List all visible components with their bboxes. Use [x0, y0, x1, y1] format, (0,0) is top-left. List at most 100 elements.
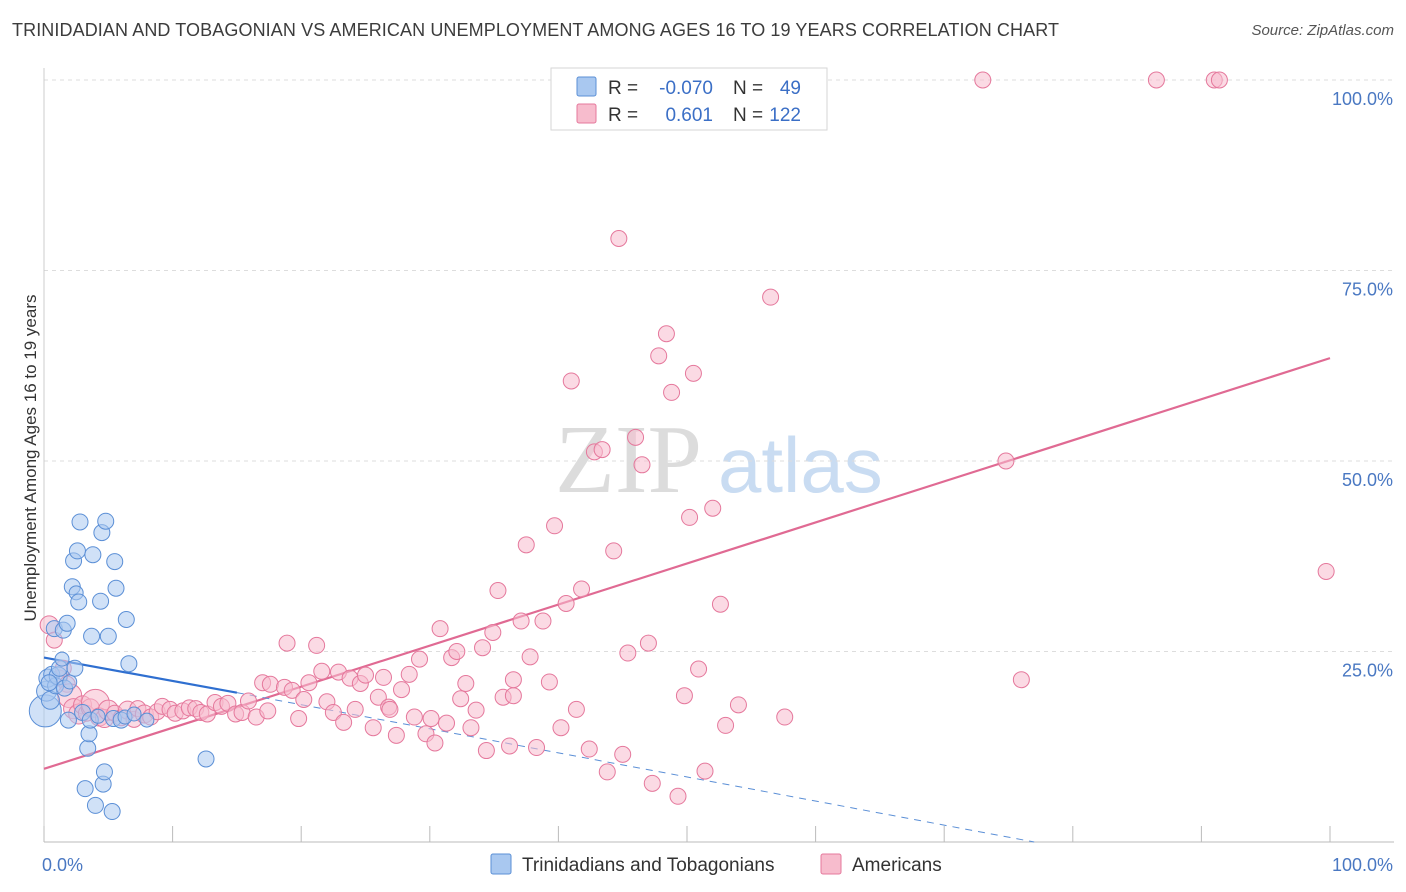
y-tick-label: 100.0%	[1332, 89, 1393, 109]
trend-line-american	[43, 357, 1331, 770]
point-american	[681, 508, 699, 526]
series-legend-label-trinidadian: Trinidadians and Tobagonians	[522, 855, 774, 876]
point-american	[474, 639, 492, 657]
point-trinidadian	[97, 512, 115, 530]
point-american	[704, 499, 722, 517]
point-american	[974, 71, 992, 89]
point-american	[650, 347, 668, 365]
point-american	[690, 660, 708, 678]
point-american	[517, 536, 535, 554]
point-trinidadian	[106, 553, 124, 571]
gridlines	[44, 79, 1394, 652]
x-tick-label: 100.0%	[1332, 855, 1393, 875]
data-points	[28, 71, 1335, 821]
point-american	[1317, 562, 1335, 580]
point-trinidadian	[71, 513, 89, 531]
point-american	[593, 441, 611, 459]
point-american	[562, 372, 580, 390]
point-american	[426, 734, 444, 752]
legend-n-label-2: N =	[733, 105, 763, 126]
series-legend-swatch-american	[820, 853, 842, 875]
legend-swatch-american	[576, 103, 597, 124]
point-american	[504, 671, 522, 689]
point-american	[405, 708, 423, 726]
point-american	[431, 620, 449, 638]
point-american	[729, 696, 747, 714]
point-american	[711, 595, 729, 613]
point-american	[308, 636, 326, 654]
point-american	[675, 687, 693, 705]
point-american	[657, 325, 675, 343]
legend-r-value-1: -0.070	[659, 78, 713, 99]
legend-n-label-1: N =	[733, 78, 763, 99]
point-trinidadian	[76, 780, 94, 798]
point-american	[364, 719, 382, 737]
point-american	[643, 774, 661, 792]
y-tick-label: 75.0%	[1342, 280, 1393, 300]
point-trinidadian	[107, 579, 125, 597]
point-american	[467, 701, 485, 719]
point-american	[457, 675, 475, 693]
point-american	[375, 668, 393, 686]
y-axis-title: Unemployment Among Ages 16 to 19 years	[21, 295, 40, 622]
point-american	[1210, 71, 1228, 89]
point-american	[452, 690, 470, 708]
x-tick-label: 0.0%	[42, 855, 83, 875]
point-trinidadian	[86, 796, 104, 814]
point-american	[261, 675, 279, 693]
point-american	[619, 644, 637, 662]
point-american	[438, 714, 456, 732]
watermark-zip: ZIP	[555, 406, 702, 514]
legend-n-value-1: 49	[780, 78, 801, 99]
series-legend-label-american: Americans	[852, 855, 942, 876]
point-trinidadian	[126, 706, 142, 722]
point-trinidadian	[68, 542, 86, 560]
point-american	[387, 726, 405, 744]
point-american	[669, 787, 687, 805]
y-tick-label: 25.0%	[1342, 661, 1393, 681]
point-american	[512, 612, 530, 630]
point-american	[997, 452, 1015, 470]
point-trinidadian	[120, 655, 138, 673]
point-american	[400, 665, 418, 683]
point-american	[528, 739, 546, 757]
point-american	[448, 643, 466, 660]
watermark-atlas: atlas	[718, 421, 883, 509]
legend-r-label-2: R =	[608, 105, 638, 126]
point-american	[776, 708, 794, 726]
point-trinidadian	[117, 610, 135, 628]
point-american	[484, 623, 502, 641]
point-american	[357, 666, 374, 684]
point-trinidadian	[62, 674, 78, 690]
point-trinidadian	[84, 546, 102, 564]
point-american	[393, 681, 411, 699]
point-american	[717, 716, 735, 734]
trend-line-trinidadian-extension	[236, 692, 1035, 843]
point-american	[663, 383, 681, 401]
point-american	[278, 634, 296, 652]
point-american	[504, 687, 522, 705]
point-american	[1147, 71, 1165, 89]
point-trinidadian	[66, 659, 84, 677]
point-american	[283, 681, 301, 699]
point-trinidadian	[58, 614, 76, 632]
point-american	[259, 702, 277, 720]
point-american	[605, 542, 623, 560]
legend-swatch-trinidadian	[576, 76, 597, 97]
point-trinidadian	[83, 627, 101, 645]
point-american	[489, 582, 507, 600]
point-american	[627, 428, 645, 446]
point-american	[633, 456, 651, 474]
point-american	[346, 700, 364, 718]
point-american	[762, 288, 780, 306]
point-american	[1012, 671, 1030, 689]
point-american	[598, 763, 616, 781]
point-american	[239, 692, 257, 710]
point-american	[696, 762, 714, 780]
point-american	[534, 612, 552, 630]
point-american	[540, 673, 558, 691]
point-trinidadian	[197, 750, 215, 768]
point-trinidadian	[92, 592, 110, 610]
point-trinidadian	[139, 712, 155, 728]
point-american	[422, 710, 440, 728]
